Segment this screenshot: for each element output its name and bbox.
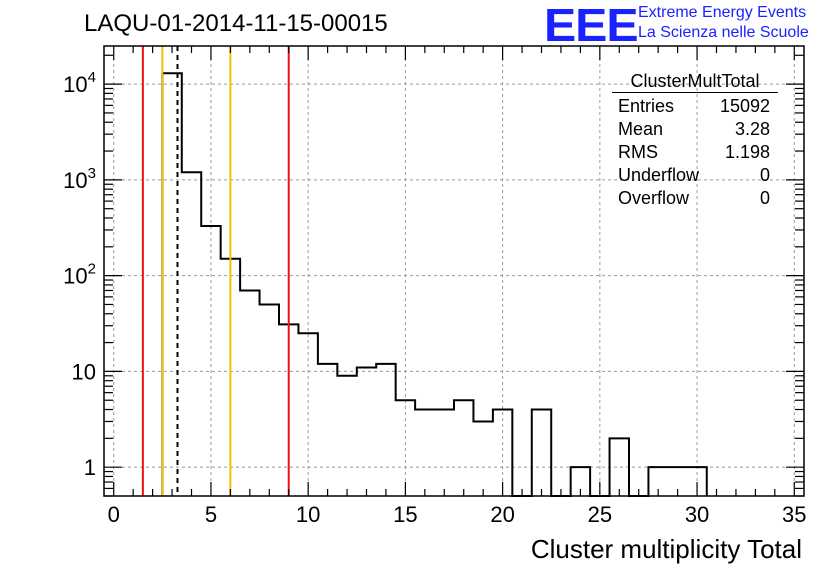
stats-box: ClusterMultTotal Entries 15092 Mean 3.28… — [612, 70, 778, 210]
stats-row-mean: Mean 3.28 — [612, 118, 778, 141]
stats-value: 0 — [759, 165, 770, 185]
stats-value: 0 — [759, 188, 770, 208]
logo-line-2: La Scienza nelle Scuole — [638, 24, 809, 41]
grid — [104, 46, 804, 496]
y-ticks — [104, 54, 804, 497]
logo-line-1: Extreme Energy Events — [638, 4, 807, 21]
x-tick-label: 0 — [108, 502, 120, 527]
stats-label: Mean — [618, 119, 664, 139]
x-tick-label: 15 — [393, 502, 417, 527]
stats-label: Underflow — [618, 165, 700, 185]
y-tick-label: 10 — [72, 359, 96, 384]
x-axis-label: Cluster multiplicity Total — [530, 534, 802, 564]
x-tick-label: 10 — [296, 502, 320, 527]
y-tick-label: 1 — [84, 455, 96, 480]
x-tick-label: 5 — [205, 502, 217, 527]
x-tick-label: 30 — [685, 502, 709, 527]
stats-value: 1.198 — [724, 142, 770, 162]
y-tick-label: 102 — [63, 261, 96, 289]
plot-frame — [103, 45, 805, 497]
y-tick-label: 104 — [63, 69, 96, 97]
stats-value: 15092 — [719, 96, 770, 116]
y-tick-label: 103 — [63, 165, 96, 193]
chart-title: LAQU-01-2014-11-15-00015 — [84, 10, 388, 37]
x-tick-label: 25 — [588, 502, 612, 527]
x-tick-label: 35 — [782, 502, 806, 527]
x-ticks — [113, 46, 795, 496]
stats-row-underflow: Underflow 0 — [612, 164, 778, 187]
stats-row-rms: RMS 1.198 — [612, 141, 778, 164]
stats-label: Entries — [618, 96, 675, 116]
stats-row-entries: Entries 15092 — [612, 95, 778, 118]
stats-value: 3.28 — [734, 119, 770, 139]
eee-logo: EEE — [544, 0, 639, 51]
stats-name: ClusterMultTotal — [612, 70, 778, 93]
x-tick-label: 20 — [490, 502, 514, 527]
stats-row-overflow: Overflow 0 — [612, 187, 778, 210]
stats-label: Overflow — [618, 188, 690, 208]
stats-label: RMS — [618, 142, 658, 162]
